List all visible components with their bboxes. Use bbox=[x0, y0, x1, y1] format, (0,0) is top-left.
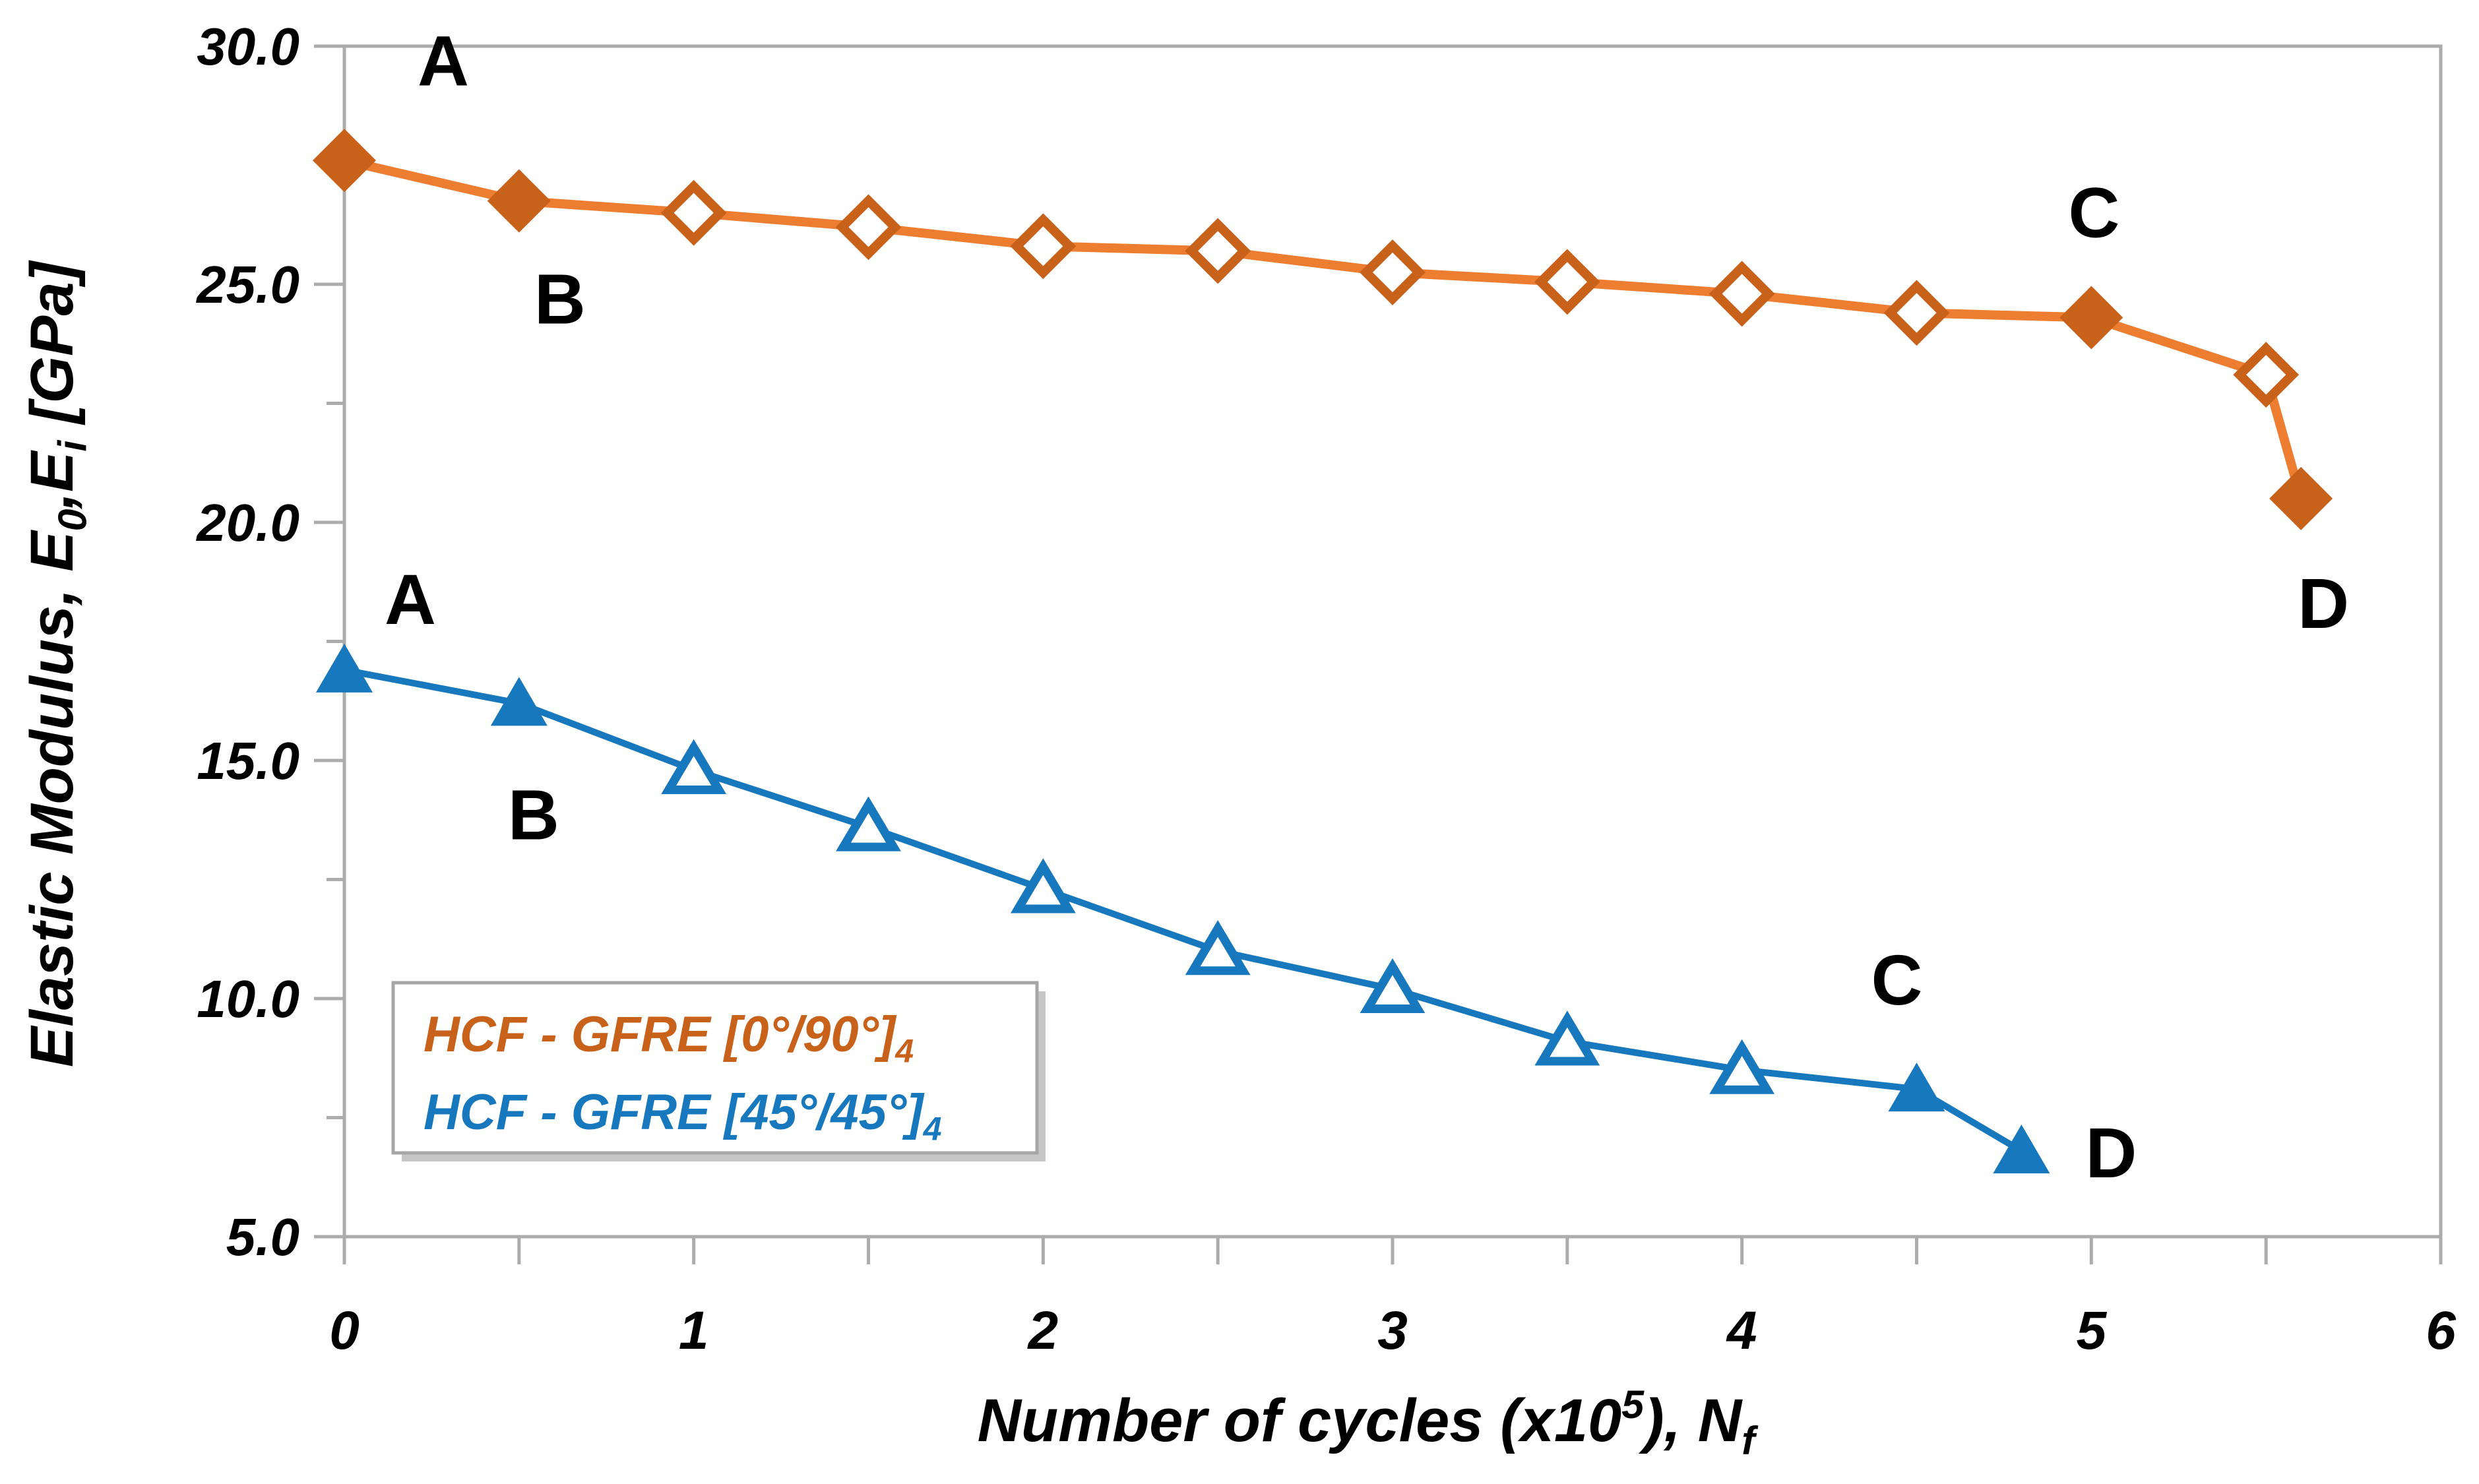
series-line-0 bbox=[340, 156, 2306, 503]
marker-diamond-open bbox=[1883, 280, 1950, 346]
y-tick-label: 5.0 bbox=[226, 1208, 299, 1266]
marker-diamond-filled bbox=[2269, 466, 2333, 530]
marker-triangle-open bbox=[1534, 1010, 1600, 1066]
x-tick-label: 3 bbox=[1377, 1301, 1408, 1361]
point-annotation-C: C bbox=[2068, 173, 2119, 253]
y-tick-label: 10.0 bbox=[197, 970, 299, 1028]
marker-diamond-filled bbox=[313, 129, 376, 193]
x-axis-title: Number of cycles (x105), Nf bbox=[978, 1382, 1759, 1463]
legend-entry-0: HCF - GFRE [0°/90°]4 bbox=[424, 1006, 914, 1070]
x-tick-label: 6 bbox=[2426, 1301, 2457, 1361]
marker-triangle-filled bbox=[490, 677, 548, 726]
marker-triangle-open bbox=[1010, 858, 1076, 913]
point-annotation-A: A bbox=[385, 559, 436, 639]
point-annotation-A: A bbox=[418, 20, 469, 100]
x-tick-label: 5 bbox=[2077, 1301, 2108, 1361]
point-annotation-B: B bbox=[534, 259, 586, 339]
marker-diamond-open bbox=[1534, 249, 1600, 315]
legend-box bbox=[391, 981, 1039, 1155]
marker-diamond-filled bbox=[2059, 286, 2123, 350]
marker-triangle-filled bbox=[1888, 1063, 1945, 1112]
marker-diamond-open bbox=[1010, 213, 1077, 280]
marker-triangle-open bbox=[836, 796, 901, 851]
marker-diamond-open bbox=[835, 194, 902, 261]
marker-triangle-open bbox=[1360, 958, 1426, 1014]
point-annotation-B: B bbox=[508, 774, 559, 854]
point-annotation-D: D bbox=[2298, 563, 2349, 643]
marker-diamond-filled bbox=[487, 169, 551, 233]
marker-triangle-filled bbox=[316, 643, 373, 693]
y-tick-label: 20.0 bbox=[195, 493, 299, 552]
y-axis-title: Elastic Modulus, E0,Ei [GPa] bbox=[18, 259, 94, 1067]
x-tick-label: 0 bbox=[329, 1301, 360, 1361]
marker-triangle-open bbox=[1185, 920, 1251, 975]
marker-diamond-open bbox=[2233, 342, 2300, 408]
point-annotation-C: C bbox=[1871, 940, 1923, 1020]
marker-triangle-open bbox=[661, 739, 727, 794]
x-tick-label: 2 bbox=[1027, 1301, 1059, 1361]
y-tick-label: 25.0 bbox=[195, 255, 299, 314]
marker-triangle-open bbox=[1709, 1039, 1775, 1094]
y-tick-label: 15.0 bbox=[197, 731, 299, 790]
marker-diamond-open bbox=[1709, 261, 1775, 327]
marker-diamond-open bbox=[660, 179, 727, 246]
x-tick-label: 1 bbox=[679, 1301, 709, 1361]
x-tick-label: 4 bbox=[1726, 1301, 1757, 1361]
marker-diamond-open bbox=[1360, 239, 1426, 305]
legend-entry-1: HCF - GFRE [45°/45°]4 bbox=[424, 1084, 942, 1148]
y-tick-label: 30.0 bbox=[197, 17, 299, 76]
point-annotation-D: D bbox=[2085, 1113, 2137, 1192]
marker-triangle-filled bbox=[1993, 1125, 2050, 1174]
marker-diamond-open bbox=[1185, 218, 1251, 284]
